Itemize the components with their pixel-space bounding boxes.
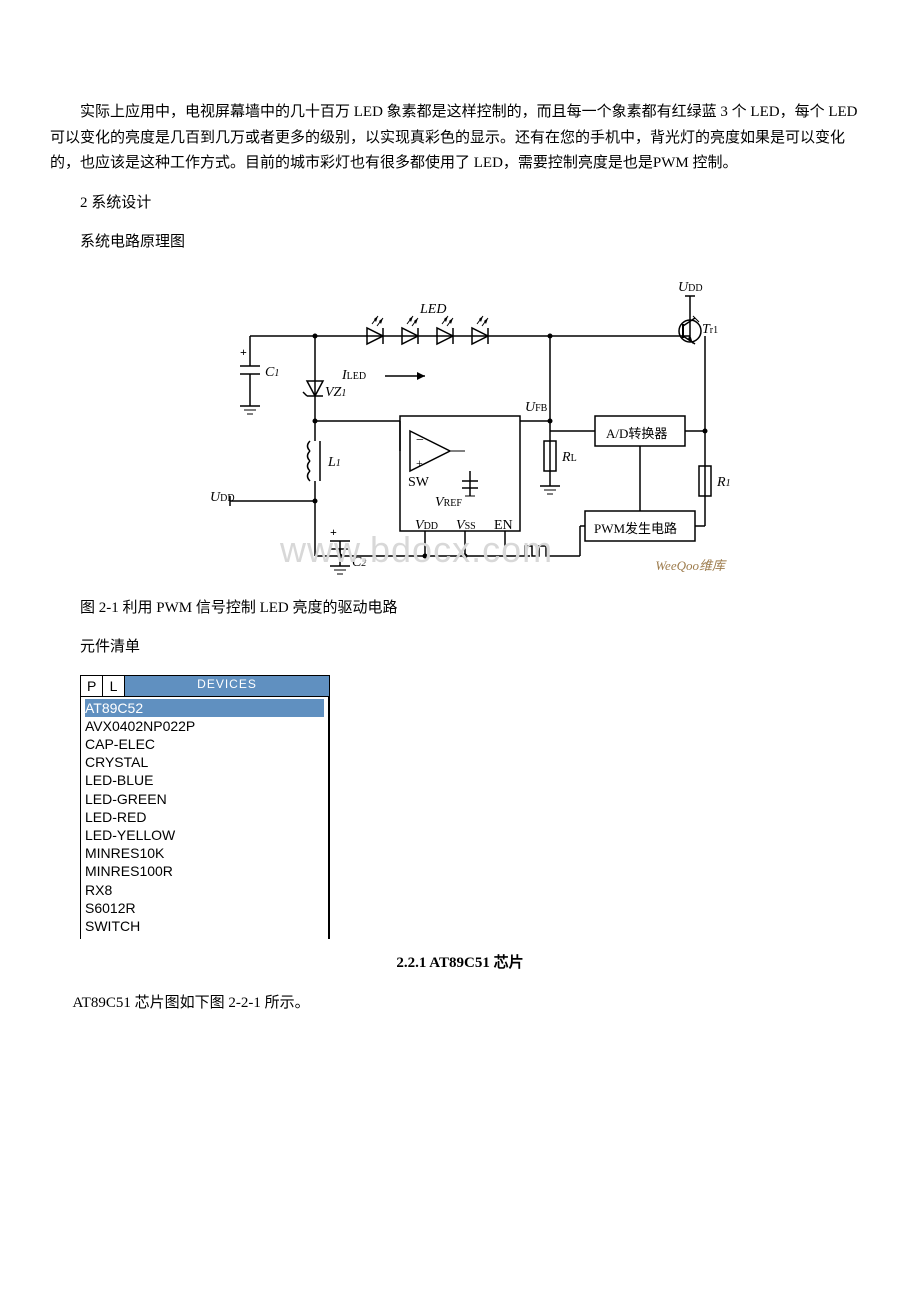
- subsection-body-text: AT89C51 芯片图如下图 2-2-1 所示。: [50, 991, 870, 1017]
- label-udd-right: UDD: [678, 276, 703, 300]
- circuit-diagram-figure: + +: [190, 276, 730, 586]
- list-item: CRYSTAL: [85, 753, 324, 771]
- section-2-title: 2 系统设计: [50, 191, 870, 217]
- figure-2-1-caption: 图 2-1 利用 PWM 信号控制 LED 亮度的驱动电路: [50, 596, 870, 622]
- list-item: MINRES100R: [85, 862, 324, 880]
- list-item: AT89C52: [85, 699, 324, 717]
- list-item: SWITCH: [85, 917, 324, 935]
- label-sw: SW: [408, 471, 429, 495]
- header-devices: DEVICES: [125, 676, 329, 696]
- list-item: LED-BLUE: [85, 771, 324, 789]
- component-list-table: P L DEVICES AT89C52 AVX0402NP022P CAP-EL…: [80, 675, 330, 940]
- header-l: L: [103, 676, 125, 696]
- list-item: LED-YELLOW: [85, 826, 324, 844]
- list-item: MINRES10K: [85, 844, 324, 862]
- label-ufb: UFB: [525, 396, 547, 420]
- list-item: LED-RED: [85, 808, 324, 826]
- list-item: RX8: [85, 881, 324, 899]
- svg-text:−: −: [416, 433, 424, 448]
- label-r1: R1: [717, 471, 731, 495]
- subsection-2-2-1-heading: 2.2.1 AT89C51 芯片: [50, 951, 870, 977]
- list-item: AVX0402NP022P: [85, 717, 324, 735]
- label-rl: RL: [562, 446, 577, 470]
- label-iled: ILED: [342, 364, 366, 388]
- list-item: CAP-ELEC: [85, 735, 324, 753]
- watermark-text: www.bdocx.com: [280, 519, 553, 580]
- svg-text:+: +: [416, 456, 423, 470]
- label-ad: A/D转换器: [606, 423, 667, 445]
- section-2-subtitle: 系统电路原理图: [50, 230, 870, 256]
- label-vref: VREF: [435, 491, 462, 515]
- label-c1: C1: [265, 361, 279, 385]
- weeqoo-credit: WeeQoo维库: [655, 555, 725, 577]
- svg-text:+: +: [240, 345, 247, 359]
- list-item: LED-GREEN: [85, 790, 324, 808]
- label-udd-left: UDD: [210, 486, 235, 510]
- label-l1: L1: [328, 451, 341, 475]
- components-title: 元件清单: [50, 635, 870, 661]
- header-p: P: [81, 676, 103, 696]
- list-item: S6012R: [85, 899, 324, 917]
- label-led: LED: [420, 298, 446, 322]
- label-tr1: Tr1: [702, 318, 718, 342]
- component-list-header: P L DEVICES: [81, 676, 329, 697]
- intro-paragraph: 实际上应用中，电视屏幕墙中的几十百万 LED 象素都是这样控制的，而且每一个象素…: [50, 100, 870, 177]
- label-pwm: PWM发生电路: [594, 518, 677, 540]
